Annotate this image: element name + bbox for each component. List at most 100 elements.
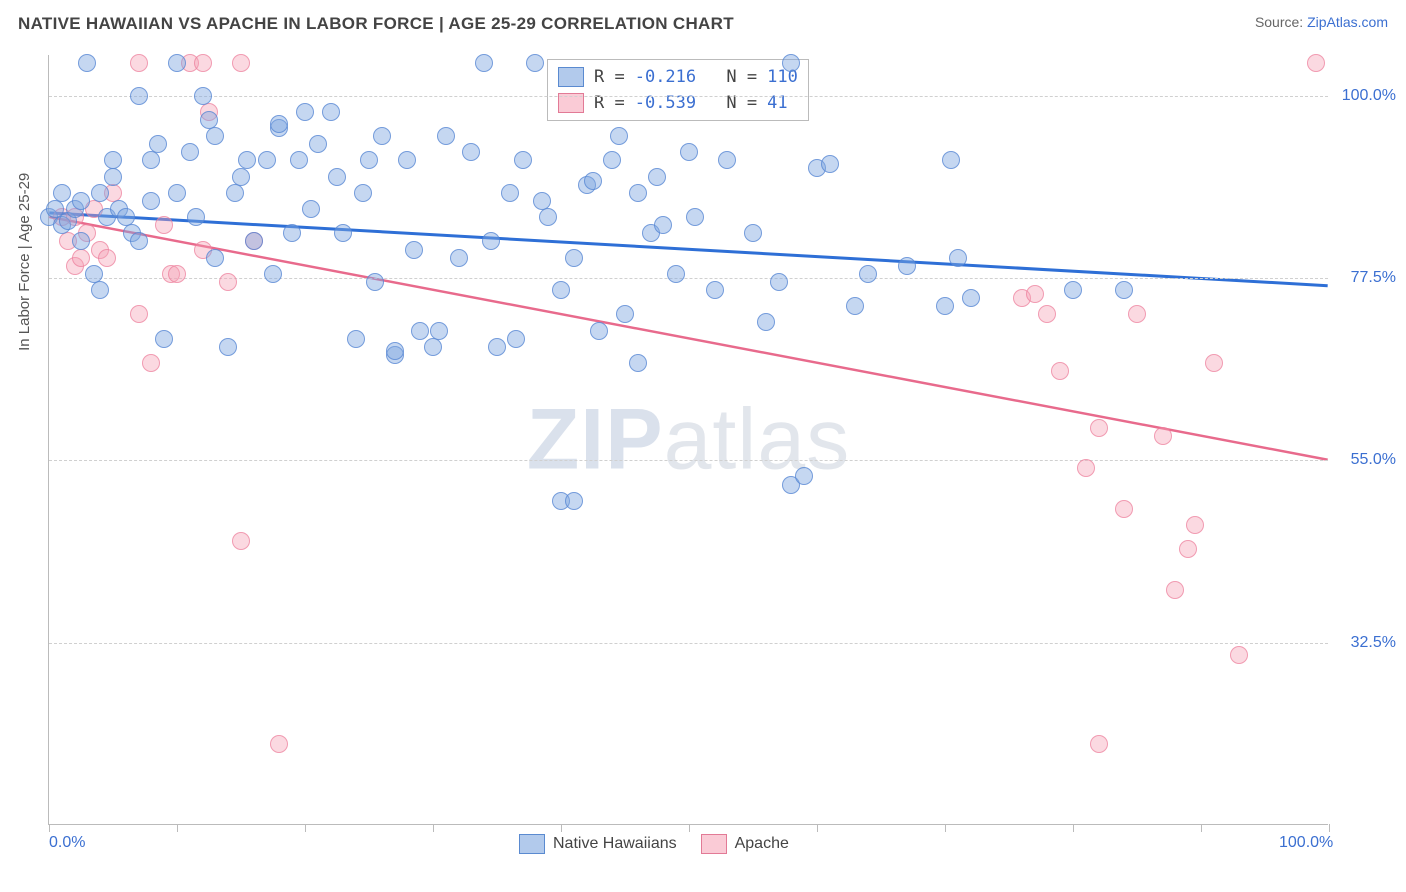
data-point-blue bbox=[859, 265, 877, 283]
data-point-pink bbox=[232, 532, 250, 550]
data-point-blue bbox=[405, 241, 423, 259]
data-point-blue bbox=[53, 184, 71, 202]
swatch-blue bbox=[558, 67, 584, 87]
scatter-plot: ZIPatlas R = -0.216 N = 110 R = -0.539 N… bbox=[48, 55, 1328, 825]
data-point-pink bbox=[1154, 427, 1172, 445]
data-point-pink bbox=[72, 249, 90, 267]
data-point-blue bbox=[347, 330, 365, 348]
data-point-blue bbox=[386, 342, 404, 360]
data-point-blue bbox=[590, 322, 608, 340]
data-point-blue bbox=[565, 249, 583, 267]
source-link[interactable]: ZipAtlas.com bbox=[1307, 14, 1388, 30]
x-tick-label: 100.0% bbox=[1279, 834, 1333, 852]
data-point-blue bbox=[238, 151, 256, 169]
data-point-pink bbox=[1205, 354, 1223, 372]
data-point-blue bbox=[366, 273, 384, 291]
data-point-blue bbox=[194, 87, 212, 105]
data-point-blue bbox=[616, 305, 634, 323]
data-point-blue bbox=[482, 232, 500, 250]
data-point-pink bbox=[219, 273, 237, 291]
x-tick bbox=[1201, 824, 1202, 832]
data-point-blue bbox=[744, 224, 762, 242]
data-point-pink bbox=[1090, 419, 1108, 437]
data-point-blue bbox=[130, 232, 148, 250]
data-point-blue bbox=[501, 184, 519, 202]
trend-line-pink bbox=[49, 217, 1327, 460]
stats-box: R = -0.216 N = 110 R = -0.539 N = 41 bbox=[547, 59, 809, 121]
data-point-blue bbox=[610, 127, 628, 145]
data-point-blue bbox=[654, 216, 672, 234]
swatch-blue bbox=[519, 834, 545, 854]
data-point-blue bbox=[302, 200, 320, 218]
data-point-blue bbox=[552, 281, 570, 299]
stat-r-label: R = bbox=[594, 64, 625, 90]
legend-item-blue: Native Hawaiians bbox=[519, 834, 677, 854]
data-point-pink bbox=[1115, 500, 1133, 518]
y-tick-label: 55.0% bbox=[1336, 451, 1396, 469]
x-tick bbox=[177, 824, 178, 832]
data-point-blue bbox=[462, 143, 480, 161]
data-point-pink bbox=[1230, 646, 1248, 664]
watermark-rest: atlas bbox=[664, 391, 851, 487]
data-point-blue bbox=[942, 151, 960, 169]
data-point-blue bbox=[245, 232, 263, 250]
data-point-blue bbox=[142, 151, 160, 169]
data-point-blue bbox=[296, 103, 314, 121]
x-tick-label: 0.0% bbox=[49, 834, 85, 852]
watermark-bold: ZIP bbox=[527, 391, 664, 487]
data-point-blue bbox=[168, 54, 186, 72]
legend-item-pink: Apache bbox=[701, 834, 789, 854]
data-point-blue bbox=[206, 249, 224, 267]
data-point-blue bbox=[91, 184, 109, 202]
data-point-blue bbox=[226, 184, 244, 202]
stat-n-label: N = bbox=[726, 64, 757, 90]
data-point-pink bbox=[130, 305, 148, 323]
data-point-blue bbox=[648, 168, 666, 186]
data-point-blue bbox=[130, 87, 148, 105]
data-point-blue bbox=[232, 168, 250, 186]
data-point-blue bbox=[283, 224, 301, 242]
x-tick bbox=[1073, 824, 1074, 832]
data-point-blue bbox=[507, 330, 525, 348]
data-point-blue bbox=[846, 297, 864, 315]
data-point-blue bbox=[782, 54, 800, 72]
data-point-pink bbox=[1128, 305, 1146, 323]
data-point-blue bbox=[104, 168, 122, 186]
x-tick bbox=[817, 824, 818, 832]
stats-row-pink: R = -0.539 N = 41 bbox=[558, 90, 798, 116]
data-point-blue bbox=[936, 297, 954, 315]
data-point-blue bbox=[181, 143, 199, 161]
data-point-pink bbox=[1307, 54, 1325, 72]
data-point-blue bbox=[1064, 281, 1082, 299]
data-point-pink bbox=[194, 54, 212, 72]
data-point-pink bbox=[168, 265, 186, 283]
data-point-blue bbox=[360, 151, 378, 169]
data-point-pink bbox=[1026, 285, 1044, 303]
data-point-blue bbox=[603, 151, 621, 169]
data-point-blue bbox=[72, 232, 90, 250]
data-point-blue bbox=[667, 265, 685, 283]
data-point-pink bbox=[1077, 459, 1095, 477]
stats-row-blue: R = -0.216 N = 110 bbox=[558, 64, 798, 90]
data-point-pink bbox=[142, 354, 160, 372]
x-tick bbox=[305, 824, 306, 832]
data-point-blue bbox=[539, 208, 557, 226]
data-point-blue bbox=[424, 338, 442, 356]
data-point-blue bbox=[104, 151, 122, 169]
y-tick-label: 100.0% bbox=[1336, 87, 1396, 105]
data-point-blue bbox=[437, 127, 455, 145]
data-point-blue bbox=[680, 143, 698, 161]
data-point-blue bbox=[450, 249, 468, 267]
data-point-blue bbox=[488, 338, 506, 356]
data-point-pink bbox=[1090, 735, 1108, 753]
data-point-blue bbox=[290, 151, 308, 169]
gridline-h bbox=[49, 278, 1328, 279]
stat-r-value: -0.216 bbox=[635, 64, 696, 90]
y-tick-label: 32.5% bbox=[1336, 634, 1396, 652]
gridline-h bbox=[49, 643, 1328, 644]
data-point-blue bbox=[526, 54, 544, 72]
x-tick bbox=[561, 824, 562, 832]
data-point-blue bbox=[795, 467, 813, 485]
data-point-blue bbox=[168, 184, 186, 202]
data-point-pink bbox=[232, 54, 250, 72]
